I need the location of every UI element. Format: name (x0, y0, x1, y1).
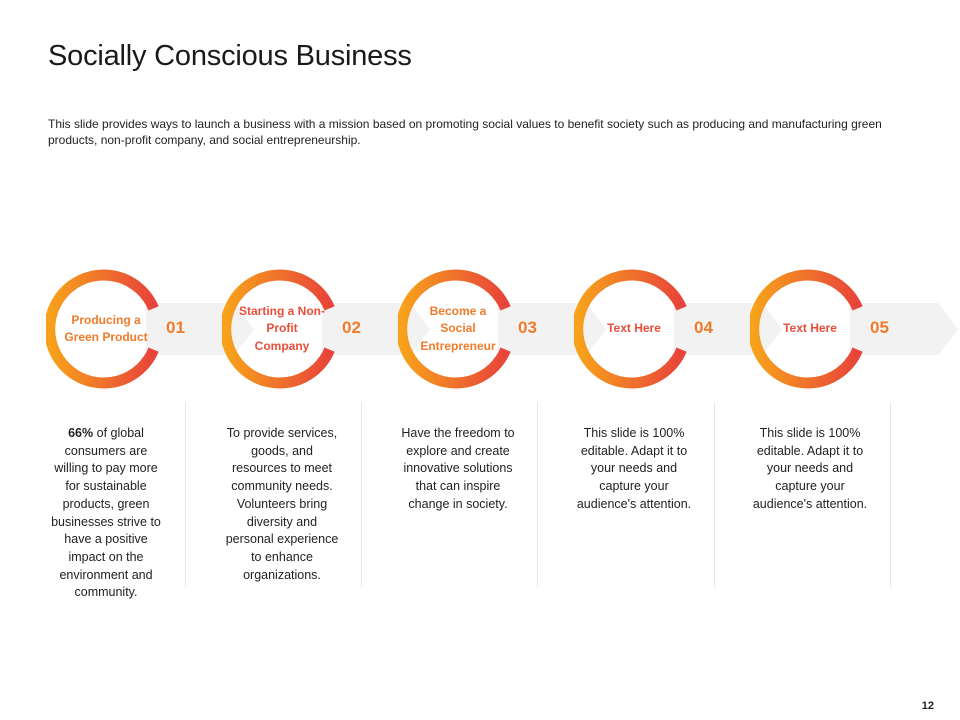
step-label: Producing a Green Product (64, 312, 148, 345)
step-description: Have the freedom to explore and create i… (401, 426, 515, 511)
step-number: 01 (166, 318, 185, 337)
ring-icon (46, 267, 166, 391)
steps-row: Producing a Green Product 01 66% of glob… (0, 265, 960, 599)
step-2: Starting a Non-Profit Company 02 To prov… (222, 265, 430, 595)
page-number: 12 (921, 700, 934, 712)
step-5: Text Here 05 This slide is 100% editable… (750, 265, 958, 595)
step-arrow (498, 303, 606, 355)
step-arrow (146, 303, 254, 355)
ring-icon (574, 267, 694, 391)
column-divider (890, 402, 891, 587)
slide-subtitle: This slide provides ways to launch a bus… (48, 117, 882, 147)
step-number: 05 (870, 318, 889, 337)
ring-icon (222, 267, 342, 391)
step-number: 02 (342, 318, 361, 337)
step-number: 04 (694, 318, 713, 337)
step-description: This slide is 100% editable. Adapt it to… (752, 426, 868, 511)
step-arrow (850, 303, 958, 355)
ring-icon (398, 267, 518, 391)
step-description-text: of global consumers are willing to pay m… (51, 426, 161, 600)
column-divider (361, 402, 362, 587)
stat-highlight: 66% (68, 426, 94, 440)
column-divider (537, 402, 538, 587)
step-number: 03 (518, 318, 537, 337)
step-description: 66% of global consumers are willing to p… (46, 425, 166, 602)
step-label: Text Here (607, 321, 661, 336)
slide-title: Socially Conscious Business (48, 40, 412, 72)
step-label: Become a Social Entrepreneur (420, 303, 496, 353)
step-4: Text Here 04 This slide is 100% editable… (574, 265, 782, 595)
column-divider (185, 402, 186, 587)
ring-icon (750, 267, 870, 391)
step-description: This slide is 100% editable. Adapt it to… (576, 426, 692, 511)
step-1: Producing a Green Product 01 66% of glob… (46, 265, 254, 599)
step-label: Starting a Non-Profit Company (239, 303, 325, 353)
step-description: To provide services, goods, and resource… (225, 426, 339, 582)
step-arrow (322, 303, 430, 355)
step-3: Become a Social Entrepreneur 03 Have the… (398, 265, 606, 595)
step-label: Text Here (783, 321, 837, 336)
step-arrow (674, 303, 782, 355)
column-divider (714, 402, 715, 587)
